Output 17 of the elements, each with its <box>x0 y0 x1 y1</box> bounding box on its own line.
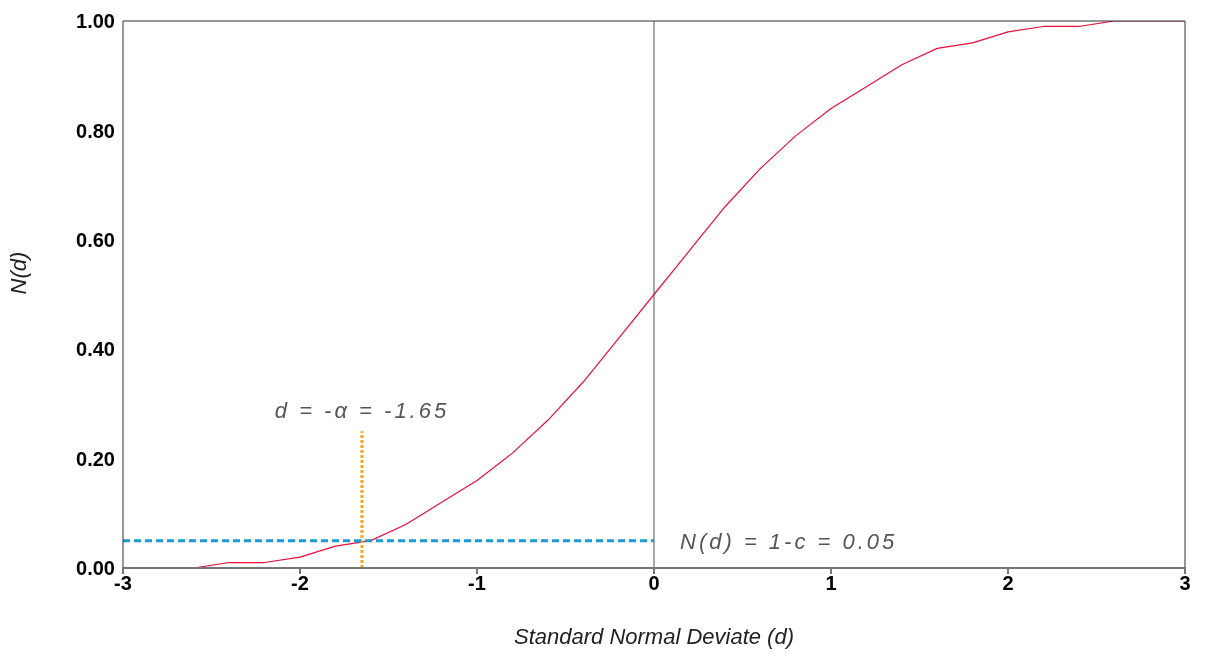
y-axis-title: N(d) <box>5 251 31 295</box>
x-tick-label: -3 <box>114 572 132 595</box>
y-tick-label: 0.20 <box>76 447 115 470</box>
y-tick-label: 0.60 <box>76 228 115 251</box>
y-tick-label: 0.80 <box>76 119 115 142</box>
y-tick-label: 0.40 <box>76 338 115 361</box>
x-tick-label: 0 <box>648 572 660 595</box>
y-tick-label: 0.00 <box>76 557 115 580</box>
annotation: N(d) = 1-c = 0.05 <box>680 529 898 555</box>
x-tick-label: 3 <box>1179 572 1191 595</box>
y-tick-label: 1.00 <box>76 10 115 33</box>
x-tick-label: 2 <box>1002 572 1014 595</box>
x-tick-label: 1 <box>825 572 837 595</box>
x-tick-label: -2 <box>291 572 309 595</box>
x-axis-title: Standard Normal Deviate (d) <box>513 624 795 649</box>
annotation: d = -α = -1.65 <box>274 398 450 424</box>
x-tick-label: -1 <box>468 572 486 595</box>
